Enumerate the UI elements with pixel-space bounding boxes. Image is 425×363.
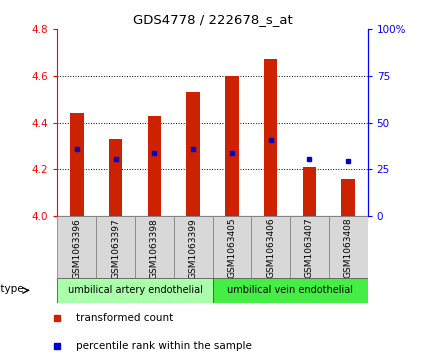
- Text: cell type: cell type: [0, 284, 24, 294]
- Bar: [225, 76, 239, 216]
- Bar: [96, 216, 135, 278]
- Text: GSM1063405: GSM1063405: [227, 218, 236, 278]
- Bar: [329, 216, 368, 278]
- Text: transformed count: transformed count: [76, 313, 173, 323]
- Bar: [303, 167, 316, 216]
- Bar: [109, 139, 122, 216]
- Bar: [70, 113, 84, 216]
- Text: GSM1063408: GSM1063408: [344, 218, 353, 278]
- Bar: [186, 92, 200, 216]
- Title: GDS4778 / 222678_s_at: GDS4778 / 222678_s_at: [133, 13, 292, 26]
- Text: umbilical vein endothelial: umbilical vein endothelial: [227, 285, 353, 295]
- Text: GSM1063407: GSM1063407: [305, 218, 314, 278]
- Bar: [212, 216, 251, 278]
- Text: GSM1063398: GSM1063398: [150, 218, 159, 278]
- Bar: [174, 216, 212, 278]
- Text: umbilical artery endothelial: umbilical artery endothelial: [68, 285, 202, 295]
- Bar: [147, 115, 161, 216]
- Bar: [57, 216, 96, 278]
- Text: GSM1063399: GSM1063399: [189, 218, 198, 278]
- Text: GSM1063397: GSM1063397: [111, 218, 120, 278]
- Bar: [290, 216, 329, 278]
- Bar: [57, 278, 212, 303]
- Bar: [135, 216, 174, 278]
- Text: GSM1063396: GSM1063396: [72, 218, 81, 278]
- Bar: [251, 216, 290, 278]
- Text: percentile rank within the sample: percentile rank within the sample: [76, 340, 252, 351]
- Bar: [212, 278, 368, 303]
- Bar: [264, 60, 278, 216]
- Text: GSM1063406: GSM1063406: [266, 218, 275, 278]
- Bar: [341, 179, 355, 216]
